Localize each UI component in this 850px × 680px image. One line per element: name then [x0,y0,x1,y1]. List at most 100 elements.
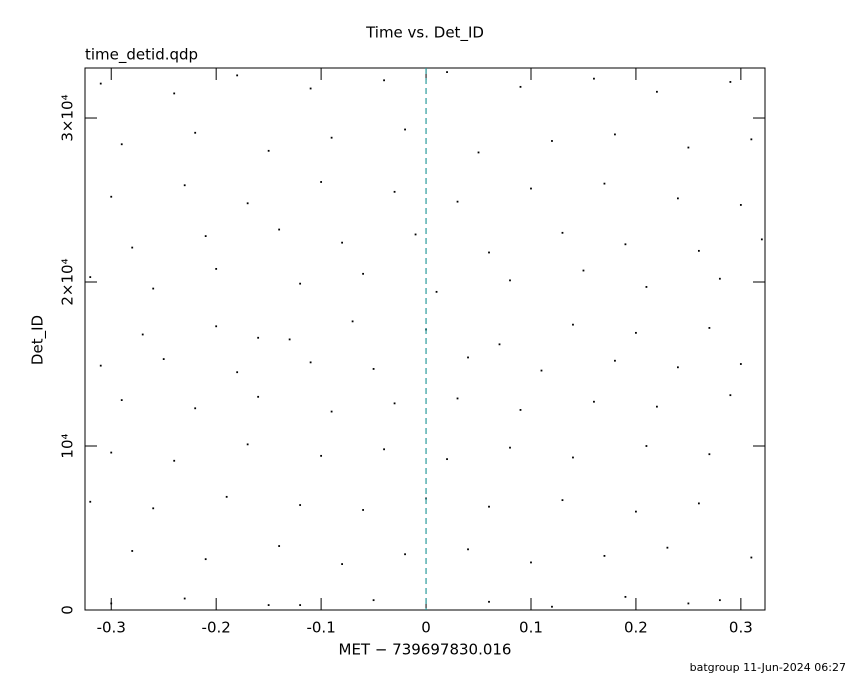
point [120,399,123,401]
x-tick-label: 0.1 [519,619,543,637]
point [99,364,102,367]
point [551,605,553,608]
point [666,546,669,549]
footer: batgroup 11-Jun-2024 06:27 [690,661,846,674]
point [561,231,564,234]
point [204,235,207,237]
x-tick-label: -0.1 [306,619,335,637]
point [110,195,113,198]
point [246,202,249,205]
point [330,136,333,139]
y-tick-label: 2×10⁴ [59,258,77,305]
point [404,553,406,556]
point [288,338,291,341]
point [656,90,658,93]
point [488,251,490,254]
x-tick-label: -0.3 [97,619,126,637]
point [173,459,176,462]
point [697,249,700,252]
point [750,556,753,559]
point [446,458,448,461]
point [718,599,721,602]
point [236,74,239,77]
y-tick-label: 3×10⁴ [59,94,77,141]
point [624,595,627,598]
point [561,499,564,502]
point [614,359,616,362]
point [383,79,385,82]
point [278,228,281,231]
point [299,604,302,606]
point [152,287,155,290]
point [687,602,690,605]
x-axis-label: MET − 739697830.016 [339,641,512,659]
point [467,548,469,551]
chart-subtitle: time_detid.qdp [85,46,198,65]
point [530,187,532,190]
point [635,510,637,513]
point [624,243,627,246]
point [299,282,302,285]
point [404,128,406,131]
point [204,558,207,561]
x-tick-label: 0.3 [729,619,753,637]
point [656,405,658,408]
point [708,327,711,329]
point [162,358,165,360]
x-tick-label: 0 [421,619,431,637]
point [267,149,270,152]
point [362,509,364,511]
point [236,371,239,374]
point [257,336,260,339]
x-tick-label: -0.2 [202,619,231,637]
point [110,602,113,605]
point [99,82,102,85]
point [309,361,312,364]
point [603,182,606,185]
point [760,238,763,241]
point [750,138,753,141]
point [519,85,522,88]
point [677,197,679,200]
point [309,87,312,90]
point [278,545,281,547]
point [215,267,218,270]
point [393,402,396,405]
point [739,204,742,206]
point [215,325,218,328]
point [677,366,679,369]
point [225,495,228,498]
point [267,604,270,606]
point [246,443,249,446]
point [183,597,186,600]
x-tick-label: 0.2 [624,619,648,637]
point [372,599,375,602]
point [131,246,134,249]
point [645,445,648,447]
point [330,410,333,413]
point [194,407,197,410]
y-axis-label: Det_ID [29,315,48,365]
point [362,272,364,275]
point [729,81,732,83]
point [120,143,123,146]
point [593,400,595,403]
point [383,448,385,451]
point [614,133,616,136]
point [320,181,323,183]
point [414,233,417,236]
point [572,323,574,326]
point [351,320,354,323]
point [183,184,186,187]
point [635,331,637,334]
point [194,131,197,134]
chart-title: Time vs. Det_ID [365,24,484,43]
point [341,241,343,244]
point [341,563,343,565]
point [456,200,459,203]
point [645,286,648,288]
point [89,276,92,278]
point [593,77,595,80]
